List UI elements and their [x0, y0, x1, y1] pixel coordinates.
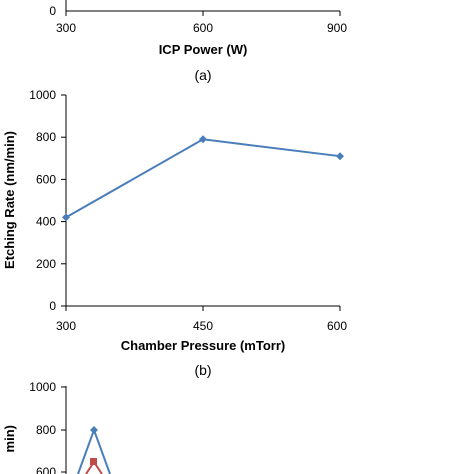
- panel-b-y-tick-label: 1000: [29, 88, 56, 102]
- panel-a-caption: (a): [194, 67, 211, 83]
- panel-a-y-tick-label: 0: [49, 4, 56, 18]
- panel-b-x-axis-label: Chamber Pressure (mTorr): [121, 338, 285, 353]
- panel-a-x-axis-label: ICP Power (W): [159, 42, 248, 57]
- panel-c-series-blue-point: [90, 426, 98, 434]
- panel-b-y-tick-label: 400: [36, 215, 56, 229]
- panel-b-data-point: [336, 152, 344, 161]
- panel-b-series-line: [65, 138, 341, 219]
- panel-c: 1000 800 600 min): [2, 380, 111, 474]
- panel-a: 0 300 600 900 ICP Power (W) (a): [49, 0, 347, 83]
- panel-c-series-blue-line: [77, 427, 111, 474]
- panel-a-x-tick-label: 600: [193, 21, 213, 35]
- panel-c-y-axis-label-partial: min): [2, 425, 17, 452]
- panel-b-data-point: [199, 135, 207, 144]
- panel-b-y-tick-label: 0: [49, 299, 56, 313]
- panel-b-y-tick-label: 200: [36, 257, 56, 271]
- panel-b-x-tick-label: 600: [327, 319, 347, 333]
- panel-c-series-red-point: [90, 458, 97, 465]
- panel-b-y-tick-label: 600: [36, 172, 56, 186]
- panel-b-x-tick-label: 300: [56, 319, 76, 333]
- panel-a-x-tick-label: 900: [327, 21, 347, 35]
- panel-b-caption: (b): [194, 362, 211, 378]
- panel-b-x-tick-label: 450: [193, 319, 213, 333]
- panel-c-y-tick-label: 600: [36, 465, 56, 474]
- panel-b-y-axis-label: Etching Rate (nm/min): [2, 131, 17, 269]
- panel-c-y-tick-label: 1000: [29, 380, 56, 394]
- panel-b-y-tick-label: 800: [36, 130, 56, 144]
- panel-b: 0 200 400 600 800 1000 300 450 600 Etching Rate…: [2, 88, 347, 378]
- panel-b-data-point: [62, 213, 70, 222]
- panel-c-y-tick-label: 800: [36, 423, 56, 437]
- panel-a-x-tick-label: 300: [56, 21, 76, 35]
